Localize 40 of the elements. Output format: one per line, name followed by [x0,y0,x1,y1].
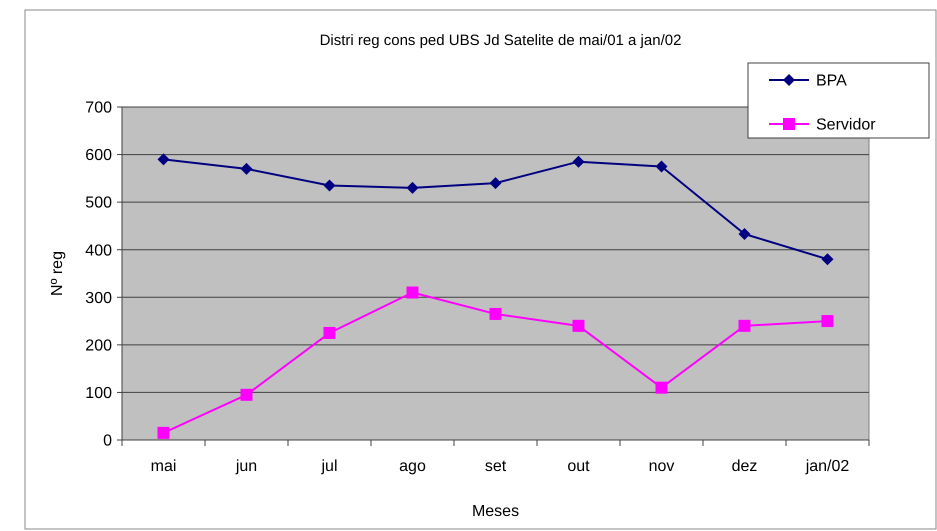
point [822,315,834,328]
x-tick-label: jan/02 [804,458,850,475]
legend-label: Servidor [816,116,876,134]
legend-label: BPA [816,72,848,90]
point [822,253,834,266]
x-tick-label: dez [732,458,758,475]
x-tick-label: jul [320,458,338,475]
point [572,320,584,332]
point [490,308,502,320]
x-axis-title: Meses [472,503,520,520]
y-tick-label: 500 [85,194,112,212]
point [324,326,336,339]
y-tick-label: 600 [85,147,112,164]
point [158,426,170,439]
point [572,156,584,168]
y-tick-label: 200 [85,337,112,354]
x-tick-label: nov [648,458,674,475]
x-tick-label: out [567,458,590,475]
point [738,320,750,332]
point [406,286,418,299]
x-tick-label: mai [150,458,176,475]
x-tick-label: set [484,458,507,475]
y-axis-title: Nº reg [49,251,66,296]
chart-title: Distri reg cons ped UBS Jd Satelite de mai/01 a jan/02 [320,32,682,49]
y-tick-label: 300 [85,290,112,307]
point [656,382,668,394]
point [738,228,750,240]
point [406,182,418,194]
point [240,388,252,401]
point [324,179,336,192]
point [240,162,252,175]
y-tick-label: 100 [85,385,112,402]
point [158,153,170,166]
point [490,177,502,190]
point [656,160,668,172]
y-tick-label: 400 [85,242,112,260]
y-tick-label: 700 [85,100,112,117]
x-tick-label: jun [234,458,258,475]
x-tick-label: ago [399,458,426,475]
y-tick-label: 0 [103,432,112,450]
